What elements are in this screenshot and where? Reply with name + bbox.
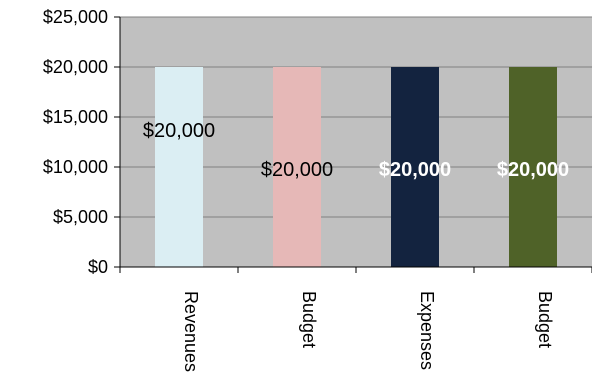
- bar: [273, 67, 321, 267]
- x-category-label: Budget: [535, 291, 555, 348]
- y-tick-label: $10,000: [43, 157, 108, 177]
- y-tick-label: $15,000: [43, 107, 108, 127]
- bar: [391, 67, 439, 267]
- x-category-label: Expenses: [417, 291, 437, 370]
- y-tick-label: $20,000: [43, 57, 108, 77]
- data-label: $20,000: [143, 120, 215, 142]
- x-axis-ticks: Revenues Budget Expenses Budget: [119, 267, 592, 372]
- x-category-label: Budget: [299, 291, 319, 348]
- bar: [509, 67, 557, 267]
- y-tick-label: $0: [88, 257, 108, 277]
- x-category-label: Revenues: [181, 291, 201, 372]
- bars: [155, 67, 557, 267]
- data-labels: $20,000 $20,000 $20,000 $20,000: [143, 120, 569, 181]
- y-tick-label: $5,000: [53, 207, 108, 227]
- y-axis-ticks: $0 $5,000 $10,000 $15,000 $20,000 $25,000: [43, 7, 120, 277]
- data-label: $20,000: [497, 159, 569, 181]
- y-tick-label: $25,000: [43, 7, 108, 27]
- data-label: $20,000: [261, 159, 333, 181]
- data-label: $20,000: [379, 159, 451, 181]
- bar: [155, 67, 203, 267]
